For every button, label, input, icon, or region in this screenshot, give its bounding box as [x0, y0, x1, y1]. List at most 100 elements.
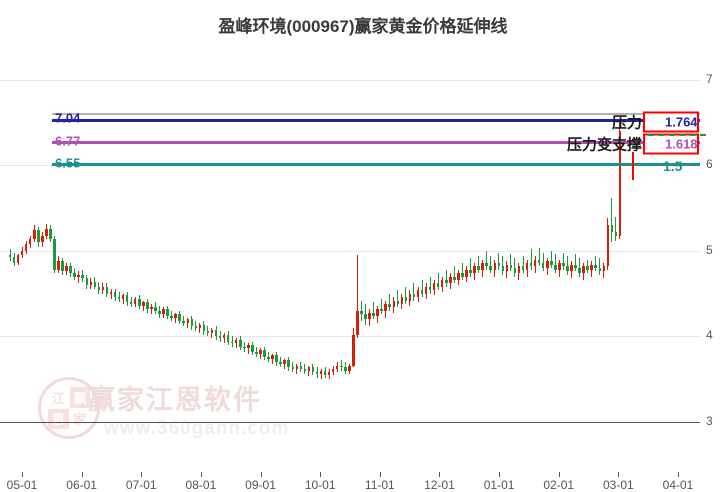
gridline-y-5 [0, 250, 700, 252]
candle-body [255, 351, 258, 354]
page-title: 盈峰环境(000967)赢家黄金价格延伸线 [218, 17, 508, 36]
candle-body [234, 339, 238, 344]
candle-wick [522, 256, 524, 274]
candle-body [529, 262, 533, 267]
candle-body [368, 312, 371, 320]
candle-body [469, 269, 472, 274]
candle-body [263, 350, 266, 357]
candle-wick [530, 249, 532, 270]
candle-body [594, 264, 597, 269]
candle-body [226, 334, 230, 342]
candle-body [218, 336, 222, 339]
candle-body [121, 295, 125, 299]
candle-wick [502, 256, 504, 275]
gann-right-value-box-1.764[interactable]: 1.764 [643, 111, 699, 133]
x-axis-tick-12-01 [439, 472, 441, 477]
candle-body [65, 266, 68, 272]
gann-extension-line-1 [52, 119, 700, 122]
candle-body [77, 274, 80, 277]
candle-body [283, 360, 286, 364]
gann-right-value-box-1.618[interactable]: 1.618 [643, 133, 699, 155]
candle-wick [542, 252, 544, 272]
candle-body [457, 273, 460, 281]
candle-wick [110, 288, 112, 299]
candle-body [501, 266, 505, 272]
candle-body [392, 300, 396, 308]
candle-wick [453, 266, 455, 284]
x-axis-tick-11-01 [379, 472, 381, 477]
candle-body [356, 310, 359, 335]
candle-body [327, 372, 331, 375]
candle-wick [320, 368, 322, 380]
candle-body [348, 365, 351, 371]
candle-body [174, 314, 177, 318]
x-axis-tick-04-01 [678, 472, 679, 477]
candle-body [432, 283, 436, 291]
candle-wick [437, 273, 439, 291]
gann-left-label-6.55: 6.55 [55, 155, 81, 171]
candle-body [461, 273, 464, 277]
candle-body [315, 372, 319, 375]
candle-wick [413, 283, 415, 301]
candle-body [210, 329, 214, 334]
candle-body [247, 345, 250, 349]
candle-wick [373, 302, 375, 320]
candle-body [214, 329, 218, 337]
candle-body [105, 286, 109, 294]
x-axis-label-02-01: 02-01 [543, 478, 575, 492]
gridline-y-3 [0, 422, 700, 423]
candle-body [93, 281, 97, 287]
candle-body [178, 314, 181, 322]
candle-body [89, 281, 93, 286]
candle-body [449, 276, 452, 284]
candle-body [562, 262, 565, 267]
candle-wick [514, 257, 516, 277]
candle-body [299, 365, 303, 369]
candle-wick [211, 327, 213, 339]
x-axis-label-09-01: 09-01 [245, 478, 276, 492]
candle-body [73, 273, 76, 277]
candle-wick [445, 269, 447, 287]
candle-body [340, 365, 343, 368]
candle-body [436, 283, 440, 287]
candle-wick [562, 252, 564, 270]
projection-dashed-line [648, 134, 706, 136]
candle-body [182, 321, 185, 323]
candle-body [150, 307, 153, 310]
candle-body [424, 286, 428, 294]
x-axis-label-01-01: 01-01 [483, 478, 515, 492]
candle-wick [292, 362, 294, 373]
gridline-y-7 [0, 79, 700, 81]
candle-body [404, 297, 408, 301]
candle-body [61, 261, 64, 272]
candle-body [541, 262, 545, 269]
candle-wick [296, 363, 298, 375]
candle-body [396, 300, 400, 304]
candle-body [117, 297, 121, 299]
x-axis-tick-08-01 [200, 472, 202, 477]
candle-body [243, 346, 246, 349]
candle-body [578, 268, 581, 274]
candle-body [574, 264, 577, 269]
y-axis-label-5: 5 [706, 242, 713, 257]
candle-body [142, 302, 145, 306]
candle-wick [405, 286, 407, 304]
candle-body [570, 264, 573, 272]
candle-wick [389, 293, 391, 311]
candle-wick [284, 358, 286, 369]
candle-body [12, 256, 16, 263]
candle-wick [461, 262, 463, 281]
candle-body [303, 368, 307, 371]
candle-body [57, 261, 60, 270]
candle-body [372, 312, 375, 316]
candle-wick [575, 254, 577, 272]
x-axis-label-08-01: 08-01 [185, 478, 217, 492]
x-axis-label-03-01: 03-01 [603, 478, 634, 492]
candle-body [109, 292, 113, 294]
x-axis-tick-05-01 [22, 472, 23, 477]
candle-body [412, 293, 416, 298]
candle-body [198, 324, 202, 328]
candle-body [428, 286, 432, 291]
candle-body [521, 266, 525, 270]
gann-right-label-text-1: 压力变支撑 [566, 136, 642, 154]
